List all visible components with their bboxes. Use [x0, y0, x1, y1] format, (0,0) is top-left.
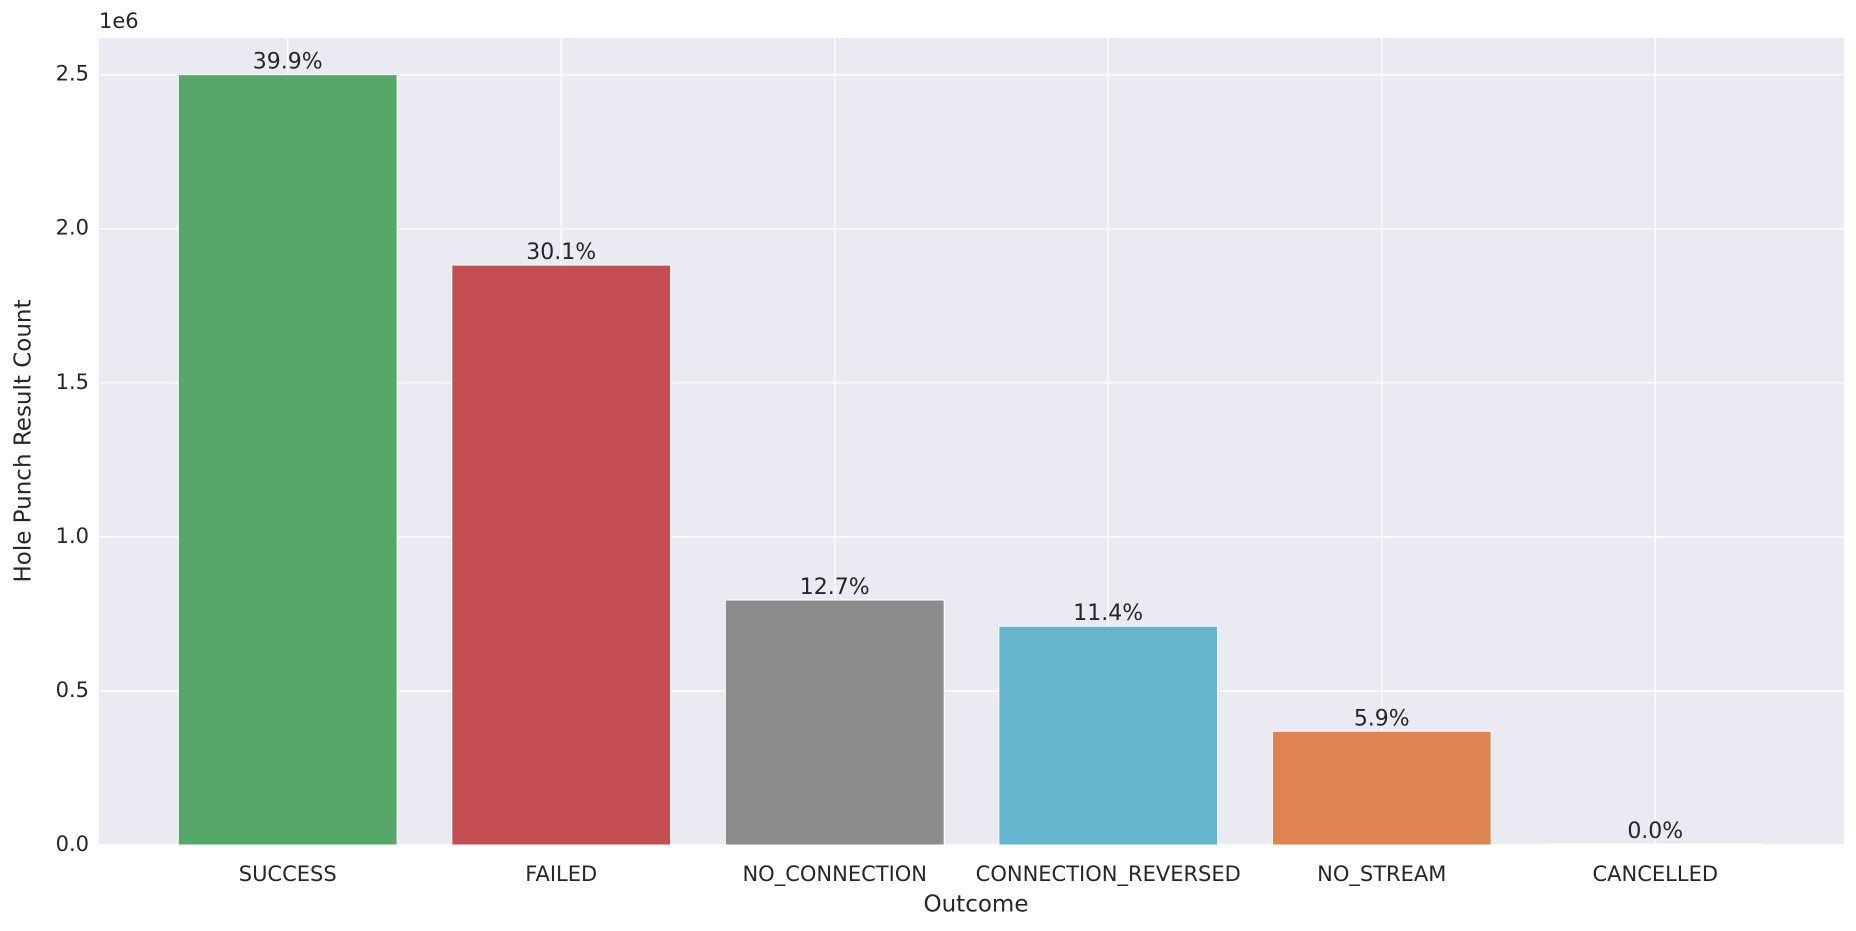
bar [998, 625, 1219, 846]
bar [177, 74, 398, 846]
data-label: 12.7% [800, 575, 870, 600]
y-tick-label: 1.0 [56, 524, 89, 548]
x-tick-label: NO_STREAM [1317, 862, 1446, 887]
y-tick-label: 2.0 [56, 216, 89, 240]
data-label: 5.9% [1354, 706, 1410, 731]
data-label: 11.4% [1073, 601, 1143, 626]
y-offset-label: 1e6 [99, 9, 139, 33]
y-tick-label: 0.0 [56, 832, 89, 856]
x-tick-label: CONNECTION_REVERSED [976, 862, 1241, 887]
x-tick-label: NO_CONNECTION [742, 862, 927, 887]
bar [1545, 843, 1766, 846]
x-tick-label: SUCCESS [239, 862, 337, 886]
data-label: 0.0% [1627, 819, 1683, 844]
data-label: 30.1% [526, 240, 596, 265]
bar [451, 264, 672, 846]
x-tick-label: CANCELLED [1593, 862, 1719, 886]
y-tick-label: 1.5 [56, 370, 89, 394]
bar [1271, 730, 1492, 846]
y-tick-label: 2.5 [56, 62, 89, 86]
y-tick-label: 0.5 [56, 678, 89, 702]
x-tick-label: FAILED [525, 862, 597, 886]
y-axis-label: Hole Punch Result Count [11, 299, 37, 582]
bar [724, 599, 945, 846]
x-axis-label: Outcome [924, 892, 1029, 918]
data-label: 39.9% [253, 50, 323, 75]
